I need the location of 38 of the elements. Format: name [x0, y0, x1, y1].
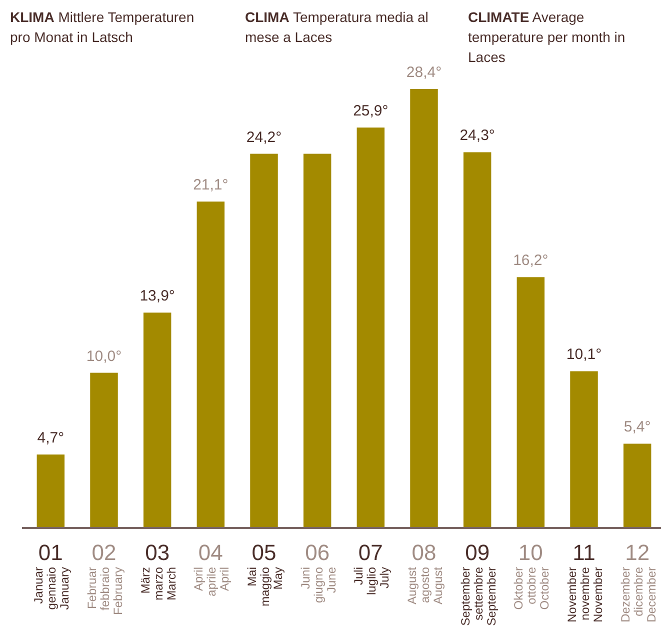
data-label: 25,9° — [353, 102, 388, 120]
x-tick-label: 03 März marzo March — [138, 540, 178, 600]
data-label: 10,1° — [566, 346, 602, 364]
x-tick-label: 01 Januar gennaio January — [32, 540, 72, 610]
bar — [410, 89, 438, 527]
bar — [303, 154, 332, 527]
bar — [623, 444, 652, 527]
data-label: 28,4° — [406, 64, 442, 81]
x-tick-label: 12 Dezember dicembre December — [618, 540, 658, 622]
data-label: 21,1° — [193, 176, 228, 194]
bar — [570, 371, 598, 527]
x-tick-label: 02 Februar febbraio February — [85, 540, 125, 616]
x-tick-label: 05 Mai maggio May — [245, 540, 285, 606]
x-tick-label: 09 September settembre September — [458, 540, 498, 626]
data-label: 5,4° — [624, 418, 651, 436]
x-tick-label: 10 Oktober ottobre October — [512, 540, 552, 610]
bar — [516, 277, 545, 527]
bar — [36, 454, 65, 527]
data-label: 10,0° — [86, 348, 122, 365]
bar — [463, 152, 492, 527]
data-label: 16,2° — [513, 252, 548, 270]
bar — [356, 128, 385, 527]
text: CLIMATE Average temperature per month in Laces — [468, 9, 626, 65]
bar — [250, 154, 278, 527]
bar — [143, 312, 172, 527]
x-tick-label: 08 August agosto August — [405, 540, 445, 604]
data-label: 24,2° — [246, 128, 282, 146]
data-label: 4,7° — [37, 430, 64, 447]
chart-subtitle: CLIMA Temperatura media al mese a Laces — [245, 9, 428, 45]
x-tick-label: 04 April aprile April — [192, 540, 232, 596]
data-label: 24,3° — [460, 127, 495, 144]
bar — [196, 202, 225, 527]
x-tick-label: 06 Juni giugno June — [298, 540, 338, 604]
bar — [90, 372, 118, 527]
x-tick-label: 07 Juli luglio July — [352, 540, 392, 596]
data-label: 13,9° — [140, 288, 175, 305]
x-tick-label: 11 November novembre November — [565, 540, 605, 622]
chart-title: KLIMA Mittlere Temperaturen pro Monat in Latsch — [10, 9, 194, 45]
